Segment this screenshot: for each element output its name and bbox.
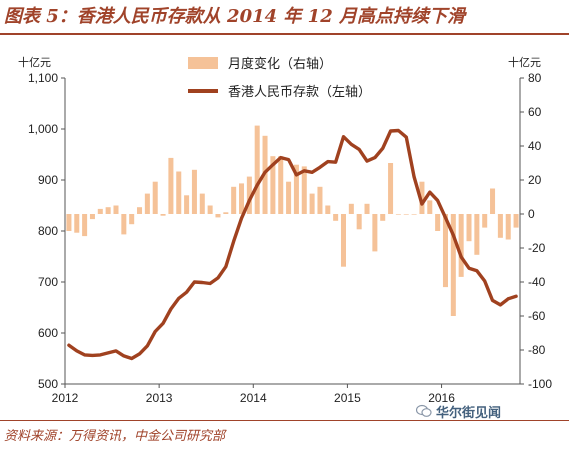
bar bbox=[427, 200, 433, 214]
chart: 5006007008009001,0001,100-100-80-60-40-2… bbox=[18, 55, 552, 405]
right-tick-label: 40 bbox=[528, 139, 542, 153]
bar bbox=[340, 214, 347, 267]
right-tick-label: 80 bbox=[528, 71, 542, 85]
bar bbox=[474, 214, 480, 255]
bar bbox=[419, 181, 425, 214]
bar bbox=[137, 207, 143, 214]
bar bbox=[356, 214, 362, 230]
bar bbox=[176, 171, 182, 214]
bar bbox=[286, 181, 292, 214]
bar bbox=[184, 195, 190, 214]
bar bbox=[231, 186, 237, 214]
bar bbox=[278, 156, 284, 214]
x-tick-label: 2013 bbox=[146, 391, 173, 405]
bar bbox=[121, 214, 127, 235]
bar bbox=[450, 214, 456, 316]
bar bbox=[348, 203, 354, 214]
bar bbox=[113, 205, 119, 214]
bar bbox=[458, 214, 464, 277]
left-tick-label: 500 bbox=[38, 377, 58, 391]
bar bbox=[372, 214, 378, 252]
bar bbox=[395, 214, 401, 215]
bar bbox=[254, 125, 260, 214]
deposit-line bbox=[67, 128, 518, 361]
bar bbox=[129, 214, 135, 225]
bar bbox=[144, 193, 150, 214]
bar bbox=[317, 186, 323, 214]
left-tick-label: 900 bbox=[38, 173, 58, 187]
right-tick-label: 20 bbox=[528, 173, 542, 187]
title-rule bbox=[0, 33, 569, 35]
bar-series bbox=[66, 125, 519, 316]
watermark-text: 华尔街见闻 bbox=[436, 405, 502, 421]
bar bbox=[238, 183, 245, 214]
right-tick-label: -80 bbox=[528, 343, 546, 357]
figure-title: 图表 5：香港人民币存款从 2014 年 12 月高点持续下滑 bbox=[4, 6, 466, 27]
bar bbox=[325, 205, 331, 214]
left-tick-label: 1,000 bbox=[28, 122, 58, 136]
bar bbox=[66, 214, 72, 231]
x-tick-label: 2016 bbox=[428, 391, 455, 405]
bar bbox=[82, 214, 88, 237]
x-tick-label: 2014 bbox=[240, 391, 267, 405]
bar bbox=[380, 214, 386, 221]
bar bbox=[293, 164, 299, 214]
legend-line-label: 香港人民币存款（左轴） bbox=[228, 85, 371, 100]
bar bbox=[215, 214, 221, 218]
right-tick-label: -40 bbox=[528, 275, 546, 289]
bar bbox=[333, 214, 339, 221]
x-tick-label: 2012 bbox=[52, 391, 79, 405]
bar bbox=[270, 156, 276, 214]
source-note: 资料来源：万得资讯，中金公司研究部 bbox=[4, 429, 226, 444]
left-tick-label: 700 bbox=[38, 275, 58, 289]
left-tick-label: 1,100 bbox=[28, 71, 58, 85]
bar bbox=[97, 208, 103, 214]
bar bbox=[89, 214, 95, 220]
legend-bar-swatch bbox=[188, 57, 218, 69]
line-series bbox=[67, 128, 518, 361]
bar bbox=[105, 207, 111, 214]
x-tick-label: 2015 bbox=[334, 391, 361, 405]
left-tick-label: 800 bbox=[38, 224, 58, 238]
bar bbox=[482, 214, 488, 228]
bar bbox=[435, 214, 441, 231]
bar bbox=[168, 157, 174, 214]
bar bbox=[364, 203, 370, 214]
left-axis-unit: 十亿元 bbox=[18, 55, 51, 69]
bar bbox=[246, 176, 252, 214]
axis-labels: 5006007008009001,0001,100-100-80-60-40-2… bbox=[18, 55, 552, 405]
bar bbox=[442, 214, 448, 288]
bar bbox=[466, 214, 472, 242]
axes bbox=[61, 77, 524, 388]
bar bbox=[388, 163, 394, 214]
bar bbox=[223, 212, 229, 214]
bar bbox=[160, 214, 166, 216]
right-tick-label: 0 bbox=[528, 207, 535, 221]
bar bbox=[505, 214, 511, 240]
bar bbox=[191, 169, 197, 214]
bar bbox=[74, 214, 80, 233]
bar bbox=[497, 214, 503, 238]
bar bbox=[411, 214, 417, 215]
bar bbox=[309, 193, 315, 214]
wechat-icon bbox=[416, 404, 432, 417]
right-tick-label: -100 bbox=[528, 377, 552, 391]
right-axis-unit: 十亿元 bbox=[508, 55, 541, 69]
footer-rule bbox=[0, 420, 569, 421]
legend-bar-label: 月度变化（右轴） bbox=[228, 56, 332, 72]
bar bbox=[207, 205, 213, 214]
left-tick-label: 600 bbox=[38, 326, 58, 340]
right-tick-label: 60 bbox=[528, 105, 542, 119]
right-tick-label: -20 bbox=[528, 241, 546, 255]
bar bbox=[199, 193, 205, 214]
right-tick-label: -60 bbox=[528, 309, 546, 323]
bar bbox=[490, 188, 496, 214]
legend: 月度变化（右轴） 香港人民币存款（左轴） bbox=[188, 56, 371, 100]
bar bbox=[152, 181, 158, 214]
bar bbox=[513, 214, 519, 228]
watermark: 华尔街见闻 bbox=[416, 402, 502, 421]
bar bbox=[403, 214, 409, 215]
bar bbox=[301, 166, 307, 214]
